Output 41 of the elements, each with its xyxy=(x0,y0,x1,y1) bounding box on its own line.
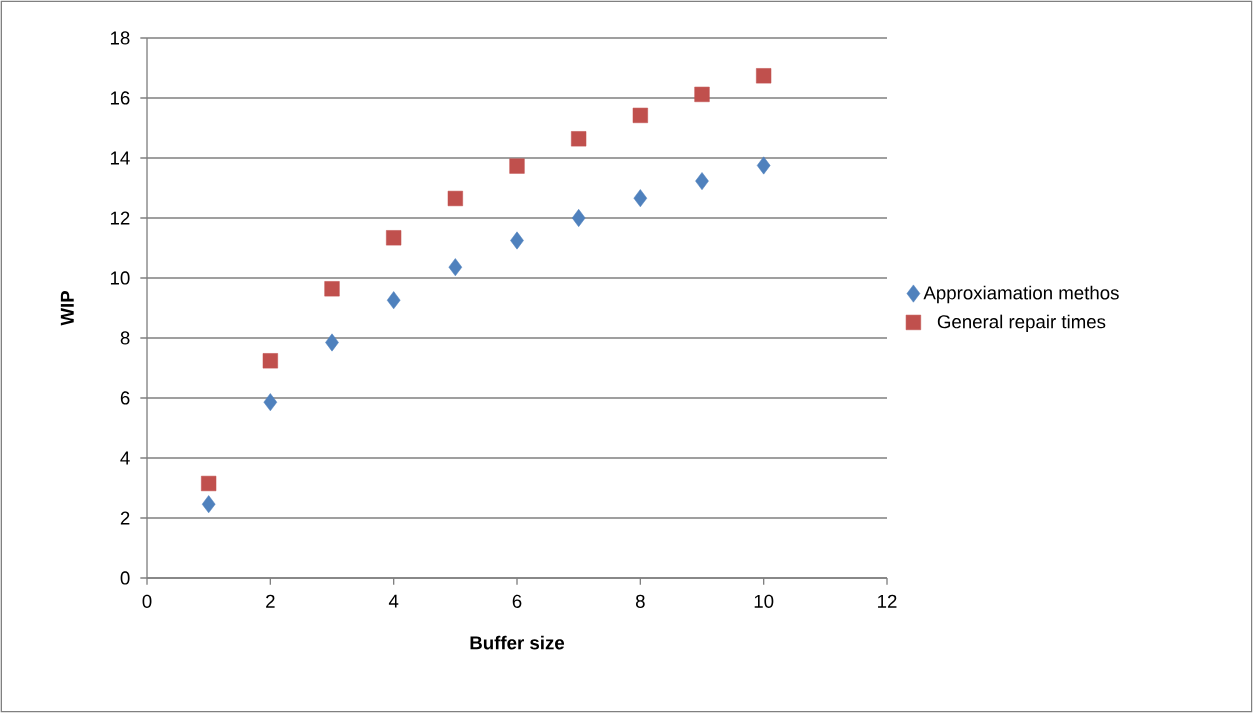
point xyxy=(448,258,463,277)
point xyxy=(447,190,463,207)
x-tick-label: 4 xyxy=(388,594,399,608)
y-tick-label: 4 xyxy=(120,451,130,465)
y-tick-label: 2 xyxy=(120,511,130,525)
y-tick-label: 0 xyxy=(120,571,130,585)
point xyxy=(262,353,278,369)
point xyxy=(695,172,709,191)
point xyxy=(386,291,401,310)
point xyxy=(201,475,217,492)
x-tick-label: 10 xyxy=(754,594,774,608)
point xyxy=(263,393,278,412)
point xyxy=(510,231,524,250)
x-tick-label: 12 xyxy=(878,594,897,608)
point xyxy=(386,230,402,246)
x-tick-label: 2 xyxy=(266,594,275,608)
y-tick-label: 14 xyxy=(110,151,130,165)
x-tick-label: 0 xyxy=(142,594,152,608)
point xyxy=(201,495,216,514)
y-tick-label: 8 xyxy=(120,331,130,345)
y-tick-label: 16 xyxy=(110,91,130,105)
y-tick-label: 10 xyxy=(110,271,130,285)
y-tick-label: 18 xyxy=(110,31,130,45)
x-axis-title: Buffer size xyxy=(470,635,565,650)
x-tick-label: 8 xyxy=(635,594,645,608)
point xyxy=(571,131,587,147)
legend-label: Approxiamation methos xyxy=(923,285,1119,304)
point xyxy=(694,86,710,102)
point xyxy=(571,209,586,227)
y-axis-title: WIP xyxy=(60,290,74,326)
legend-label: General repair times xyxy=(937,314,1106,333)
point xyxy=(633,189,648,208)
y-tick-label: 6 xyxy=(120,391,130,405)
point xyxy=(509,158,525,174)
point xyxy=(325,333,339,352)
point xyxy=(756,68,772,84)
point xyxy=(324,281,340,297)
x-tick-label: 6 xyxy=(512,594,522,608)
y-tick-label: 12 xyxy=(110,211,130,225)
point xyxy=(756,156,771,175)
point xyxy=(632,107,648,123)
